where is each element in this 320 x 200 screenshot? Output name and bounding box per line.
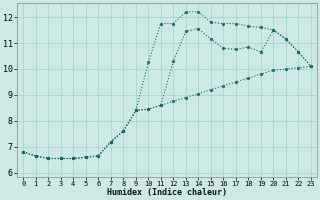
X-axis label: Humidex (Indice chaleur): Humidex (Indice chaleur) (107, 188, 227, 197)
